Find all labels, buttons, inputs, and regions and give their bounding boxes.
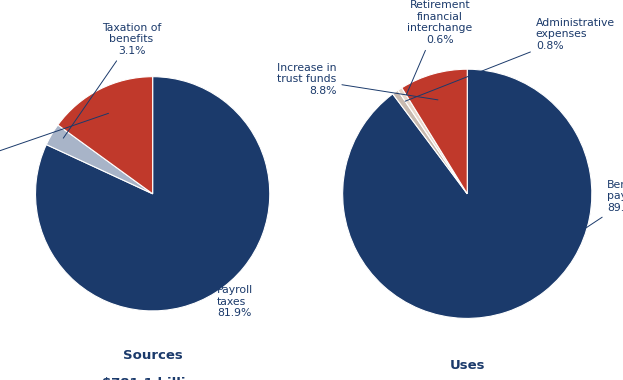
Text: Taxation of
benefits
3.1%: Taxation of benefits 3.1%: [64, 22, 161, 138]
Wedge shape: [402, 69, 467, 194]
Text: Payroll
taxes
81.9%: Payroll taxes 81.9%: [204, 273, 253, 318]
Wedge shape: [392, 90, 467, 194]
Text: Interest
15.0%: Interest 15.0%: [0, 113, 108, 172]
Wedge shape: [343, 69, 592, 318]
Text: Uses: Uses: [450, 359, 485, 372]
Text: Benefit
payments
89.8%: Benefit payments 89.8%: [500, 180, 623, 285]
Wedge shape: [58, 77, 153, 194]
Text: $781.1 billion: $781.1 billion: [102, 377, 204, 380]
Wedge shape: [398, 88, 467, 194]
Text: Sources: Sources: [123, 349, 183, 362]
Text: Administrative
expenses
0.8%: Administrative expenses 0.8%: [405, 18, 615, 101]
Text: Increase in
trust funds
8.8%: Increase in trust funds 8.8%: [277, 63, 438, 100]
Wedge shape: [36, 77, 270, 311]
Wedge shape: [46, 125, 153, 194]
Text: Railroad
Retirement
financial
interchange
0.6%: Railroad Retirement financial interchang…: [406, 0, 472, 95]
